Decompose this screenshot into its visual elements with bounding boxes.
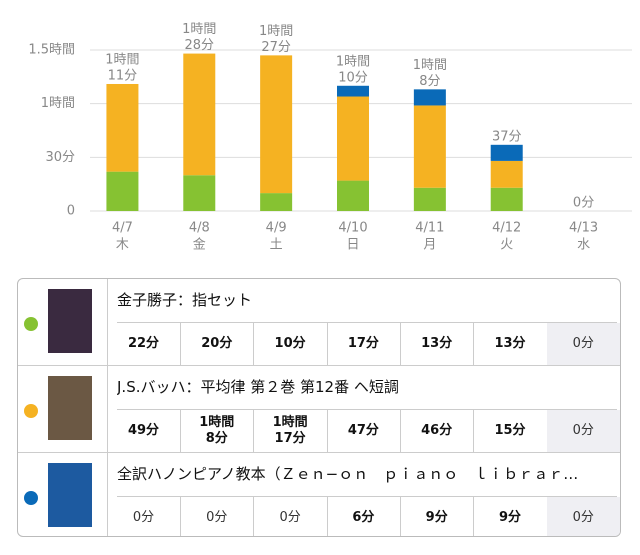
time-cell: 9分 [400, 497, 475, 536]
total-label: 1時間 [413, 58, 447, 73]
x-tick-label: 4/12 [492, 221, 521, 236]
piece-row: 全訳ハノンピアノ教本（Ｚｅｎ−ｏｎ ｐｉａｎｏ ｌｉｂｒａｒ… 0分 0分 0分 6分 9… [18, 453, 620, 536]
bar-segment [260, 193, 293, 211]
time-cell: 17分 [327, 323, 401, 365]
x-tick-weekday: 火 [500, 238, 513, 253]
bar-segment [490, 187, 523, 211]
piece-icon-area [18, 366, 108, 452]
time-cell: 1時間 17分 [254, 410, 328, 452]
time-cell: 1時間 8分 [180, 410, 255, 452]
time-cell: 46分 [400, 410, 475, 452]
bar-segment [106, 83, 139, 172]
book-cover [48, 463, 92, 527]
time-cell: 15分 [474, 410, 548, 452]
x-tick-label: 4/13 [569, 221, 598, 236]
bar-segment [337, 180, 369, 211]
time-cell: 6分 [327, 497, 401, 536]
bar-segment [490, 144, 523, 161]
piece-title: 金子勝子：指セット [117, 279, 617, 323]
legend-dot [24, 491, 38, 505]
time-cell: 20分 [180, 323, 255, 365]
total-label: 8分 [419, 74, 440, 89]
book-cover [48, 376, 92, 440]
bar-segment [413, 89, 446, 106]
x-tick-weekday: 水 [577, 238, 590, 253]
bar-segment [413, 105, 446, 188]
total-label: 11分 [108, 68, 138, 83]
time-cell: 0分 [546, 497, 620, 536]
total-label: 10分 [338, 70, 368, 85]
x-tick-label: 4/7 [112, 221, 133, 236]
bar-segment [183, 175, 216, 211]
time-cell: 49分 [107, 410, 181, 452]
time-cell: 0分 [107, 497, 181, 536]
time-cell: 47分 [327, 410, 401, 452]
time-cell: 0分 [546, 410, 620, 452]
book-cover [48, 289, 92, 353]
y-tick-label: 30分 [45, 150, 75, 165]
legend-dot [24, 404, 38, 418]
y-tick-label: 1時間 [41, 96, 75, 111]
y-tick-label: 1.5時間 [28, 43, 75, 58]
time-cell: 13分 [474, 323, 548, 365]
time-cell: 13分 [400, 323, 475, 365]
total-label: 1時間 [336, 54, 370, 69]
bar-segment [413, 187, 446, 211]
x-tick-label: 4/10 [338, 221, 367, 236]
chart: 030分1時間1.5時間1時間11分4/7木1時間28分4/8金1時間27分4/… [28, 22, 632, 253]
piece-icon-area [18, 279, 108, 365]
total-label: 27分 [261, 40, 291, 55]
x-tick-weekday: 土 [270, 238, 283, 253]
total-label: 0分 [573, 196, 594, 211]
total-label: 1時間 [259, 24, 293, 39]
bar-segment [183, 53, 216, 176]
total-label: 37分 [492, 129, 522, 144]
x-tick-weekday: 日 [346, 238, 359, 253]
bar-segment [260, 55, 293, 194]
piece-title: 全訳ハノンピアノ教本（Ｚｅｎ−ｏｎ ｐｉａｎｏ ｌｉｂｒａｒ… [117, 453, 617, 497]
piece-row: 金子勝子：指セット 22分 20分 10分 17分 13分 13分 0分 [18, 279, 620, 366]
x-tick-weekday: 木 [116, 238, 129, 253]
piece-icon-area [18, 453, 108, 536]
piece-row: J.S.バッハ：平均律 第２巻 第12番 ヘ短調 49分 1時間 8分 1時間 17分… [18, 366, 620, 453]
total-label: 1時間 [182, 22, 216, 37]
legend-dot [24, 317, 38, 331]
time-cell: 0分 [546, 323, 620, 365]
x-tick-label: 4/9 [266, 221, 287, 236]
x-tick-weekday: 月 [423, 238, 436, 253]
total-label: 1時間 [105, 52, 139, 67]
time-cell: 9分 [474, 497, 548, 536]
x-tick-label: 4/8 [189, 221, 210, 236]
time-cell: 10分 [254, 323, 328, 365]
piece-table: 金子勝子：指セット 22分 20分 10分 17分 13分 13分 0分 J.S.バッハ：平均律… [17, 278, 621, 537]
time-cell: 22分 [107, 323, 181, 365]
y-tick-label: 0 [67, 204, 75, 219]
time-cell: 0分 [254, 497, 328, 536]
bar-segment [490, 160, 523, 188]
bar-segment [337, 96, 369, 181]
x-tick-label: 4/11 [415, 221, 444, 236]
bar-segment [106, 171, 139, 211]
x-tick-weekday: 金 [193, 237, 206, 253]
bar-segment [337, 85, 369, 97]
total-label: 28分 [185, 38, 215, 53]
piece-title: J.S.バッハ：平均律 第２巻 第12番 ヘ短調 [117, 366, 617, 410]
time-cell: 0分 [180, 497, 255, 536]
